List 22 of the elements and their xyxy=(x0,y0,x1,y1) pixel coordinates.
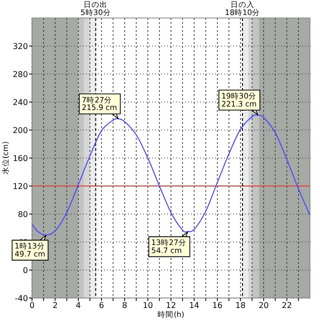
x-tick-label: 12 xyxy=(166,301,176,310)
line-series xyxy=(32,114,310,236)
y-tick-label: 320 xyxy=(12,42,28,51)
y-tick-label: -40 xyxy=(14,294,28,303)
x-tick-label: 22 xyxy=(282,301,292,310)
y-tick-label: 280 xyxy=(12,70,28,79)
x-tick-label: 6 xyxy=(98,301,104,310)
x-tick-label: 0 xyxy=(29,301,35,310)
x-tick-label: 18 xyxy=(235,301,246,310)
y-tick-label: 240 xyxy=(12,98,28,107)
y-tick-label: 120 xyxy=(12,182,28,191)
x-tick-label: 20 xyxy=(258,301,269,310)
y-tick-label: 0 xyxy=(22,266,28,275)
y-tick-label: 160 xyxy=(12,154,28,163)
x-tick-label: 14 xyxy=(189,301,200,310)
x-tick-label: 8 xyxy=(122,301,128,310)
x-tick-label: 16 xyxy=(212,301,222,310)
x-tick-label: 10 xyxy=(142,301,153,310)
x-tick-label: 2 xyxy=(52,301,58,310)
x-tick-label: 4 xyxy=(76,301,81,310)
y-tick-label: 200 xyxy=(12,126,28,135)
y-tick-label: 80 xyxy=(18,210,28,219)
